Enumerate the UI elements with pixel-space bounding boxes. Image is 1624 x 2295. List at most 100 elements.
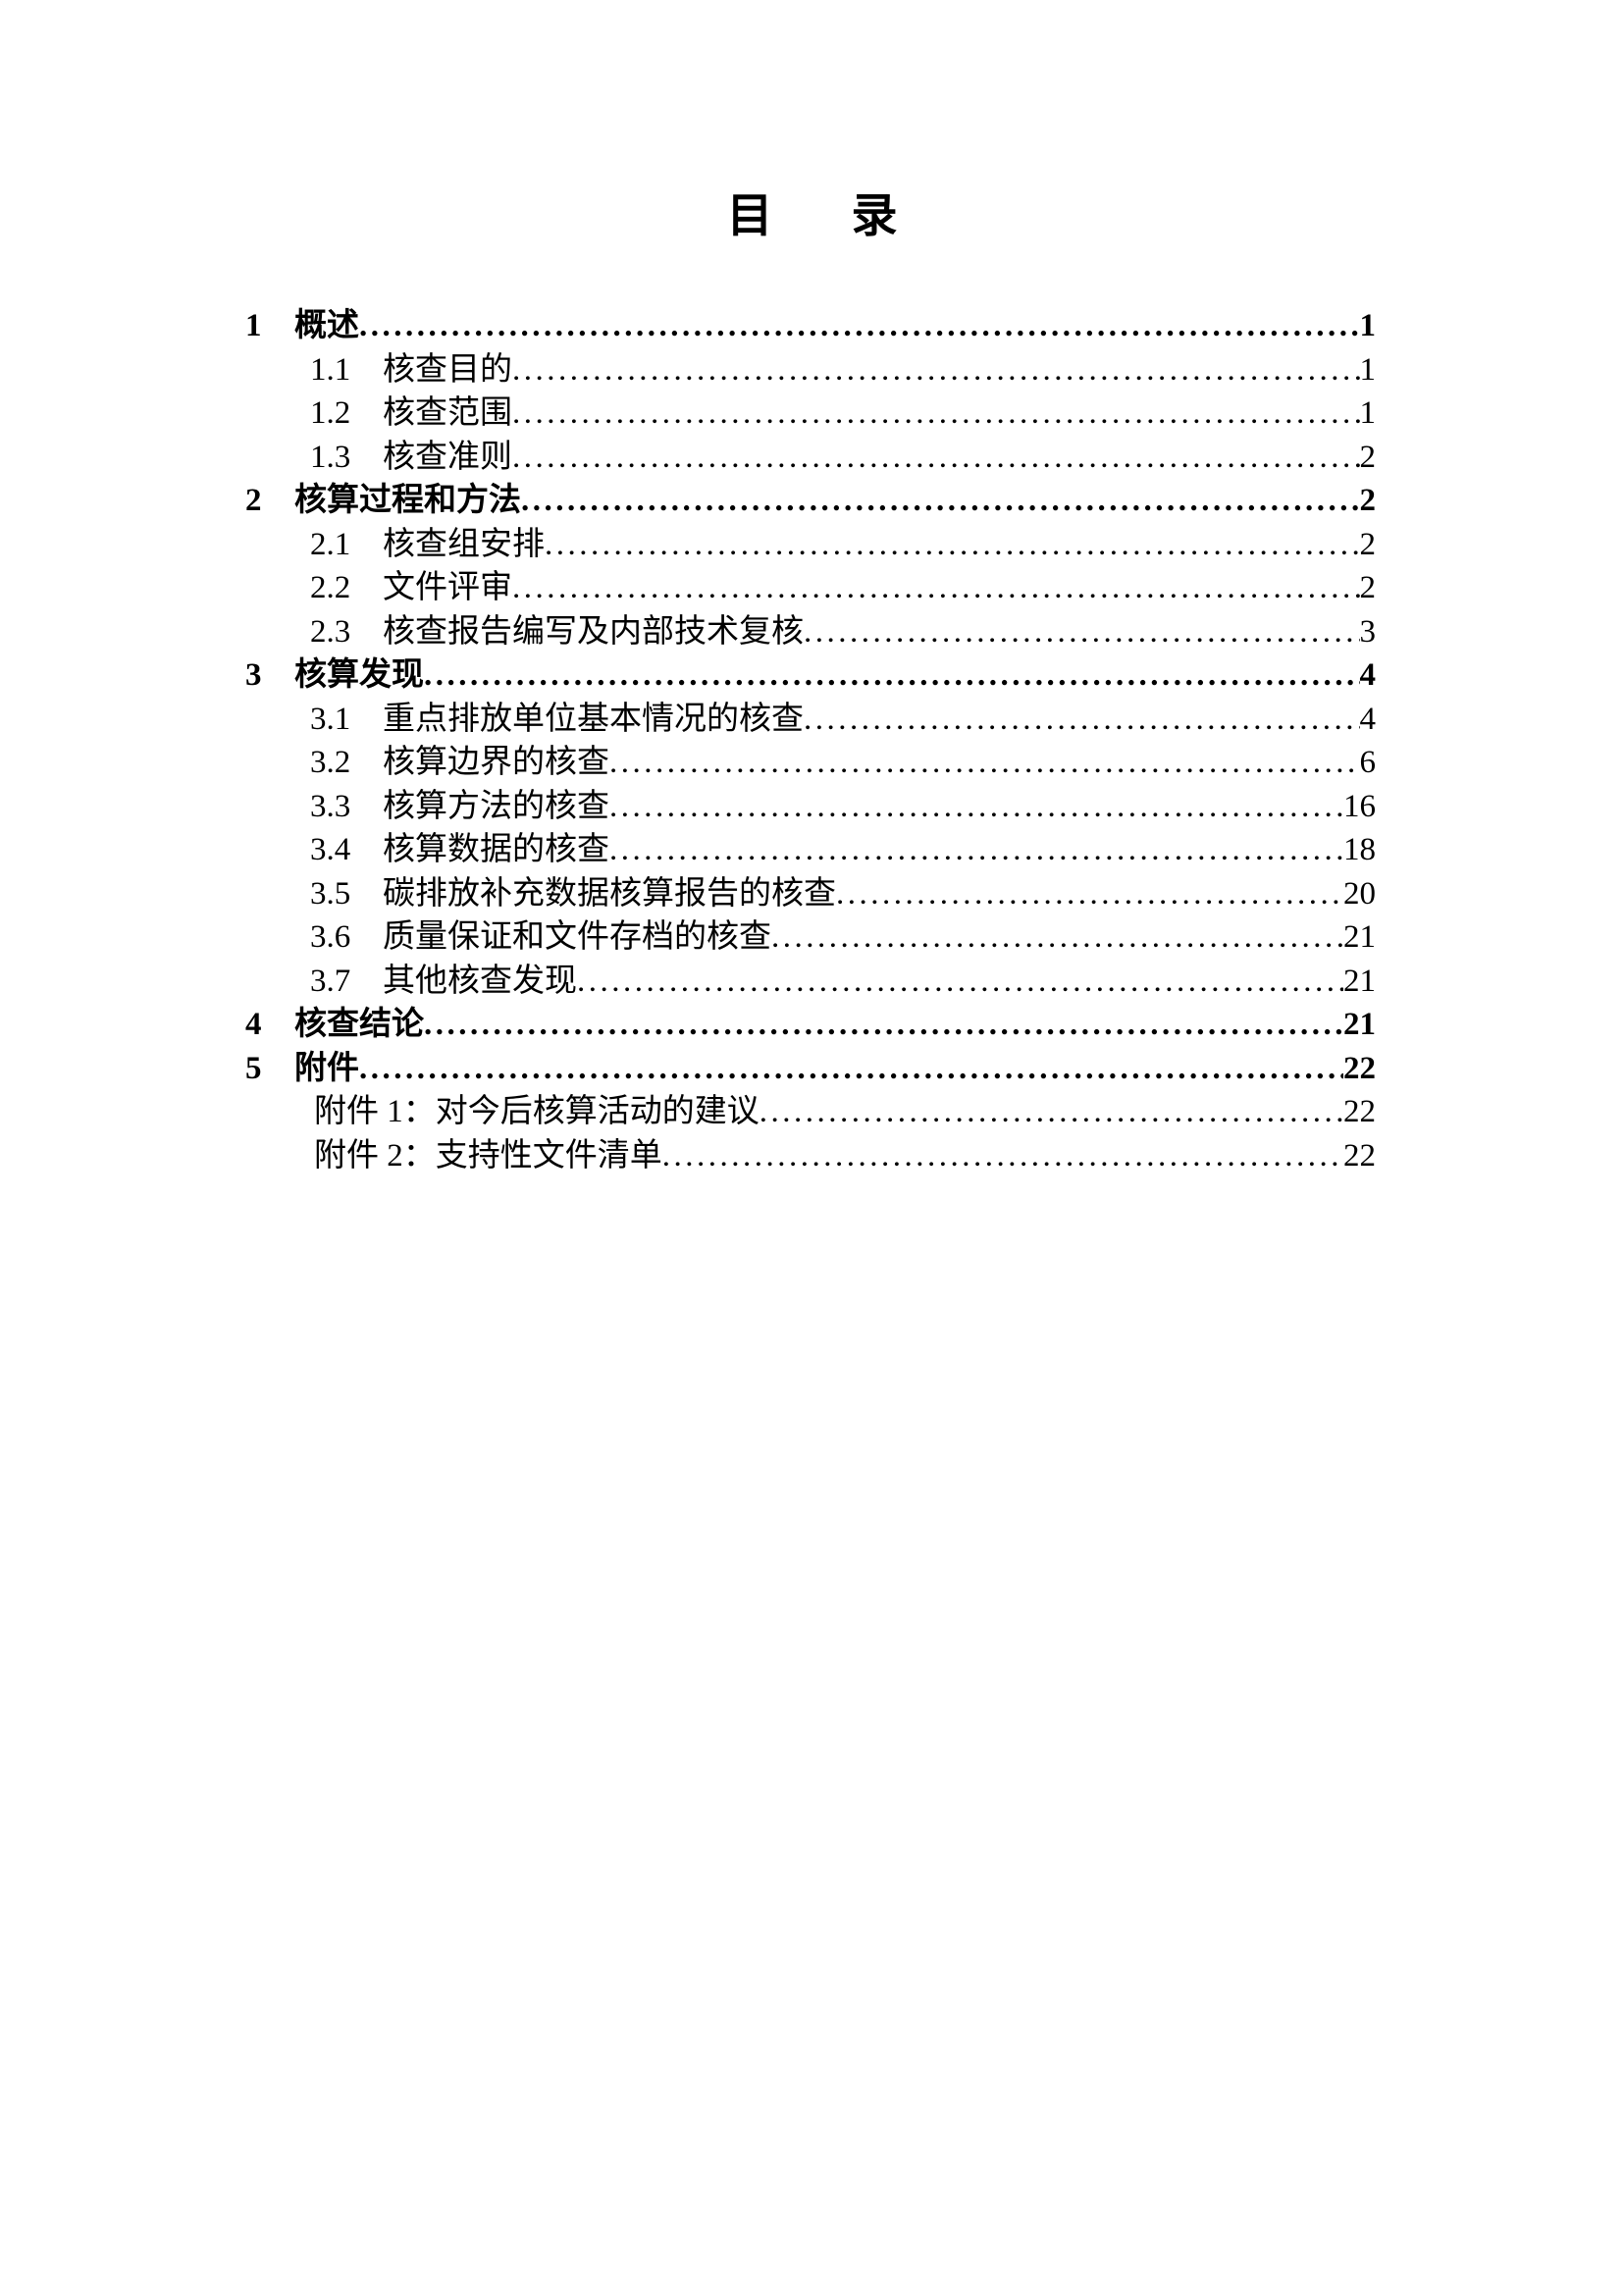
toc-entry: 2 核算过程和方法 2 [245,479,1376,523]
toc-entry-label: 核算方法的核查 [383,788,609,824]
toc-entry-label: 附件 [294,1050,359,1086]
dot-leader [512,348,1360,392]
toc-entry-number: 3.3 [310,788,351,824]
toc-entry-number: 1 [245,308,262,343]
toc-entry-page: 3 [1359,613,1377,650]
toc-entry-label: 核算过程和方法 [294,483,521,518]
toc-entry: 附件 2：支持性文件清单 22 [245,1134,1376,1178]
toc-entry: 1 概述 1 [245,304,1376,348]
toc-entry-label: 其他核查发现 [383,963,577,999]
toc-entry-page: 20 [1343,875,1376,912]
toc-entry-page: 2 [1359,526,1377,562]
toc-entry-page: 22 [1343,1094,1376,1129]
toc-entry-label: 核查准则 [383,439,512,475]
toc-entry-number: 2.1 [310,526,351,562]
toc-entry-number: 3.2 [310,745,351,780]
toc-entry-label: 核算边界的核查 [383,745,609,780]
toc-entry: 3.5 碳排放补充数据核算报告的核查 20 [245,872,1376,916]
toc-entry-number: 2.3 [310,613,351,650]
toc-entry-number: 1.3 [310,439,351,475]
toc-entry: 1.2 核查范围 1 [245,391,1376,436]
toc-entry-label: 文件评审 [383,570,512,605]
toc-entry-number: 5 [245,1050,262,1086]
dot-leader [359,1047,1343,1091]
dot-leader [609,741,1360,785]
toc-entry-number: 3.5 [310,875,351,912]
toc-entry-page: 4 [1359,701,1377,737]
dot-leader [521,479,1360,523]
dot-leader [662,1134,1343,1178]
page-title-char-1: 目 [726,191,773,242]
toc-entry-number: 1.1 [310,351,351,388]
toc-entry-number: 3.7 [310,963,351,999]
toc-entry: 附件 1：对今后核算活动的建议 22 [245,1090,1376,1134]
toc-entry-page: 1 [1359,308,1377,343]
toc-list: 1 概述 1 1.1 核查目的 1 1.2 核查范围 1 1.3 核查准则 2 … [245,304,1376,1177]
dot-leader [512,436,1360,480]
toc-entry: 3.3 核算方法的核查 16 [245,785,1376,829]
dot-leader [760,1090,1343,1134]
toc-entry-label: 核查组安排 [383,526,545,562]
toc-entry-page: 22 [1343,1050,1376,1086]
toc-entry: 4 核查结论 21 [245,1003,1376,1047]
toc-entry: 2.3 核查报告编写及内部技术复核 3 [245,610,1376,654]
dot-leader [609,828,1343,872]
toc-entry: 2.2 文件评审 2 [245,566,1376,610]
toc-entry-page: 22 [1343,1137,1376,1174]
toc-entry-number: 2 [245,483,262,518]
toc-entry-page: 16 [1343,788,1376,824]
toc-entry-page: 21 [1343,919,1376,955]
toc-entry-page: 2 [1359,570,1377,605]
toc-entry-label: 附件 2：支持性文件清单 [314,1137,662,1174]
toc-entry: 3.7 其他核查发现 21 [245,960,1376,1004]
toc-entry-label: 核查报告编写及内部技术复核 [383,613,804,650]
dot-leader [424,653,1360,698]
toc-entry-label: 概述 [294,308,359,343]
toc-entry-label: 核查结论 [294,1007,424,1042]
toc-entry-page: 21 [1343,963,1376,999]
toc-entry-number: 4 [245,1007,262,1042]
dot-leader [609,785,1343,829]
toc-entry: 3.1 重点排放单位基本情况的核查 4 [245,698,1376,742]
page-title-char-2: 录 [851,191,898,242]
toc-entry: 3.2 核算边界的核查 6 [245,741,1376,785]
toc-entry: 5 附件 22 [245,1047,1376,1091]
toc-entry-label: 核算数据的核查 [383,832,609,867]
dot-leader [359,304,1360,348]
dot-leader [512,391,1360,436]
toc-entry: 1.3 核查准则 2 [245,436,1376,480]
toc-entry-page: 21 [1343,1007,1376,1042]
toc-entry-page: 6 [1359,745,1377,780]
toc-entry: 2.1 核查组安排 2 [245,523,1376,567]
toc-entry-label: 核查目的 [383,351,512,388]
toc-entry-number: 3 [245,657,262,693]
toc-entry-number: 3.1 [310,701,351,737]
toc-entry-label: 核查范围 [383,395,512,431]
toc-entry-label: 质量保证和文件存档的核查 [383,919,771,955]
toc-entry-page: 1 [1359,351,1377,388]
dot-leader [512,566,1360,610]
toc-entry: 3.6 质量保证和文件存档的核查 21 [245,915,1376,960]
toc-entry-page: 1 [1359,395,1377,431]
toc-entry-page: 4 [1359,657,1377,693]
dot-leader [545,523,1360,567]
toc-entry-page: 18 [1343,832,1376,867]
dot-leader [771,915,1343,960]
toc-entry-number: 3.6 [310,919,351,955]
toc-entry-page: 2 [1359,483,1377,518]
toc-entry-label: 碳排放补充数据核算报告的核查 [383,875,836,912]
toc-entry-label: 附件 1：对今后核算活动的建议 [314,1094,760,1129]
toc-entry-label: 核算发现 [294,657,424,693]
toc-entry: 3 核算发现 4 [245,653,1376,698]
dot-leader [577,960,1343,1004]
dot-leader [836,872,1343,916]
toc-entry-number: 2.2 [310,570,351,605]
dot-leader [424,1003,1343,1047]
toc-entry-number: 1.2 [310,395,351,431]
toc-entry-page: 2 [1359,439,1377,475]
toc-entry: 3.4 核算数据的核查 18 [245,828,1376,872]
toc-entry-label: 重点排放单位基本情况的核查 [383,701,804,737]
dot-leader [804,610,1360,654]
page-title: 目 录 [0,189,1624,244]
